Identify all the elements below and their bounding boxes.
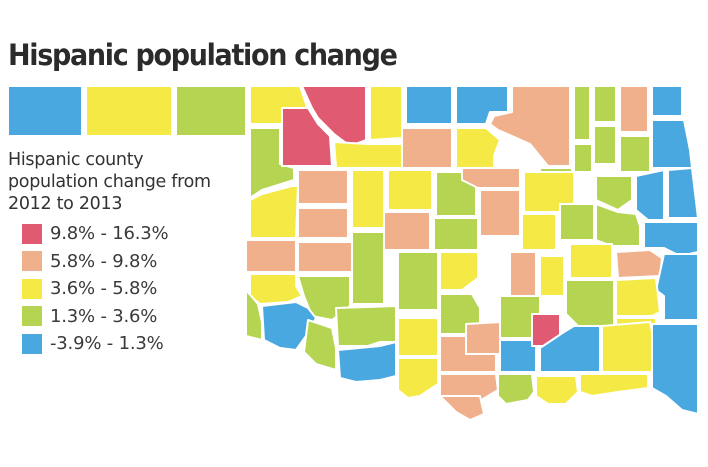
county-wagoner [595,175,633,211]
county-adair [667,167,699,219]
county-haskell [615,249,663,279]
legend-item-green: 1.3% - 3.6% [22,303,248,331]
county-woods [301,85,367,147]
county-hughes [565,279,615,327]
legend-swatch-green [22,306,42,327]
legend-swatch-yellow [22,278,42,299]
county-rogers [593,125,617,165]
legend-swatch-orange [22,251,42,272]
legend-title-line-3: 2012 to 2013 [8,194,123,214]
county-pottawatomie [509,251,537,297]
county-marshall [497,373,535,405]
county-greer [249,273,303,305]
county-harmon [245,289,263,341]
county-washington [573,85,591,141]
county-caddo-n [383,211,431,251]
legend: Hispanic county population change from 2… [8,149,248,358]
county-jefferson [397,357,439,399]
county-leflore [655,253,699,321]
county-love [439,395,485,421]
county-comanche [335,305,397,347]
legend-title-line-2: population change from [8,172,211,192]
county-dewey [297,169,349,205]
legend-item-red: 9.8% - 16.3% [22,220,248,248]
county-johnston [499,339,537,373]
county-tillman [303,319,337,371]
county-payne [461,167,521,189]
legend-title: Hispanic county population change from 2… [8,149,248,215]
county-ottawa [651,85,683,117]
county-caddo [351,231,385,305]
legend-swatch-blue [22,333,42,354]
county-cimarron [7,85,83,137]
county-alfalfa [369,85,403,141]
legend-label: 9.8% - 16.3% [50,223,169,245]
county-bryan [535,375,579,405]
county-mayes [619,135,651,173]
county-texas [85,85,173,137]
legend-label: 1.3% - 3.6% [50,305,158,327]
county-seminole [539,255,565,297]
county-kingfisher [387,169,433,211]
county-cotton [337,341,397,383]
county-tulsa [573,143,593,173]
county-delaware [651,119,693,169]
county-okmulgee [559,203,595,241]
county-beaver [175,85,247,137]
legend-swatch-red [22,223,42,244]
county-choctaw [579,373,649,397]
county-pittsburg [615,277,661,317]
county-roger-mills [249,185,299,239]
legend-item-orange: 5.8% - 9.8% [22,248,248,276]
county-beckham [245,239,297,273]
legend-items: 9.8% - 16.3% 5.8% - 9.8% 3.6% - 5.8% 1.3… [22,220,248,358]
county-nowata [593,85,617,123]
county-pushmataha [601,321,657,373]
county-craig [619,85,649,133]
county-murray [465,321,503,355]
county-custer [297,207,349,239]
county-noble [455,127,501,169]
county-osage [489,85,571,167]
page-title: Hispanic population change [8,38,398,72]
county-stephens [397,317,439,357]
county-washita [297,241,353,273]
county-ellis [249,127,295,199]
county-blaine [351,169,385,229]
legend-title-line-1: Hispanic county [8,150,144,170]
county-grady [397,251,439,311]
county-oklahoma [479,189,521,237]
county-cleveland [439,251,479,291]
county-woodward [281,107,333,167]
county-canadian [433,217,479,251]
county-mccurtain [651,323,699,415]
legend-label: -3.9% - 1.3% [50,333,164,355]
county-lincoln [521,213,557,251]
county-muskogee [595,203,641,247]
county-major [333,141,403,169]
legend-item-blue: -3.9% - 1.3% [22,330,248,358]
legend-label: 3.6% - 5.8% [50,278,158,300]
county-mcintosh [569,243,613,279]
legend-item-yellow: 3.6% - 5.8% [22,275,248,303]
county-kay [455,85,509,125]
legend-label: 5.8% - 9.8% [50,250,158,272]
county-cherokee [635,169,665,221]
county-grant [405,85,453,125]
county-garfield [401,127,453,169]
